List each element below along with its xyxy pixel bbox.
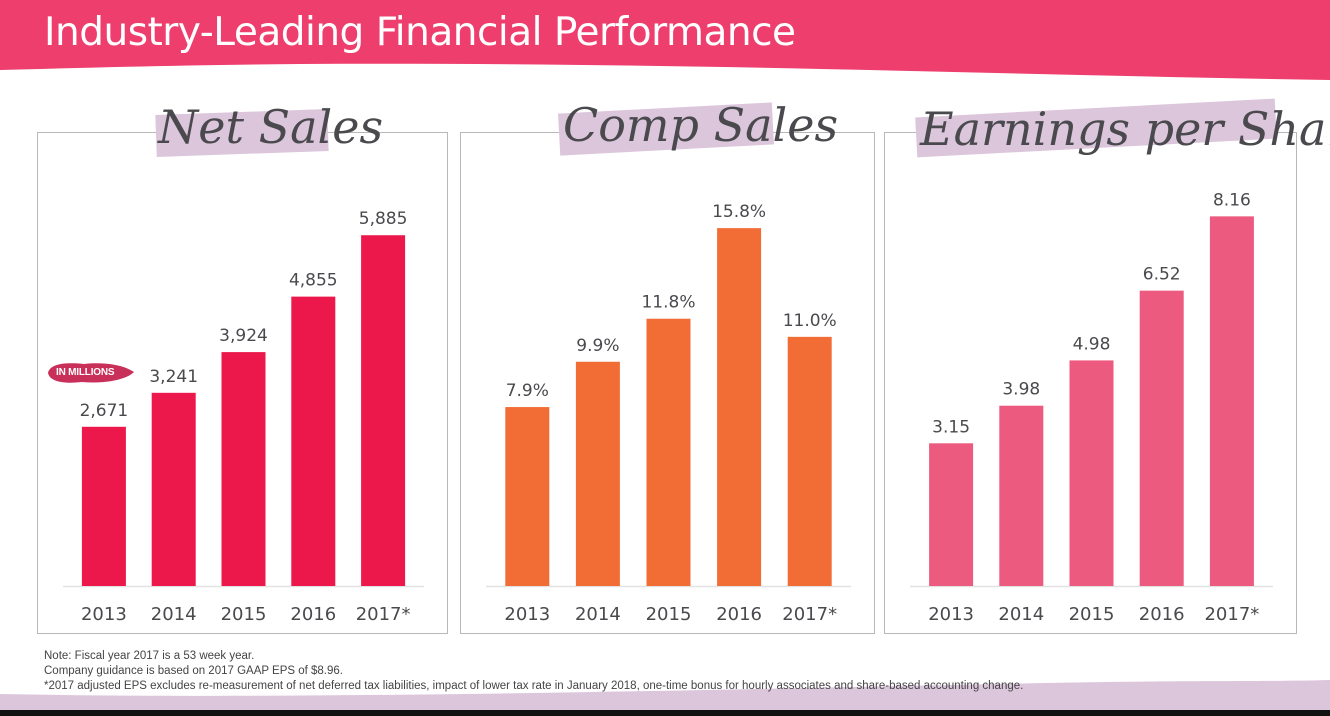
comp-sales-value-label: 15.8%	[712, 202, 766, 222]
comp-sales-bar-2016	[717, 228, 762, 586]
eps-value-label: 4.98	[1073, 334, 1111, 354]
eps-bar-2015	[1069, 360, 1114, 586]
eps-value-label: 3.98	[1002, 380, 1040, 400]
comp-sales-x-tick-label: 2017*	[782, 604, 837, 625]
eps-x-tick-label: 2013	[928, 604, 974, 625]
footnotes: Note: Fiscal year 2017 is a 53 week year…	[44, 649, 1023, 694]
comp-sales-x-tick-label: 2016	[716, 604, 762, 625]
eps-bar-2014	[999, 405, 1044, 586]
comp-sales-bar-2017	[787, 336, 832, 586]
net-sales-value-label: 3,924	[219, 326, 268, 346]
comp-sales-x-tick-label: 2013	[504, 604, 550, 625]
eps-value-label: 6.52	[1143, 265, 1181, 285]
comp-sales-value-label: 11.0%	[783, 311, 837, 331]
comp-sales-x-tick-label: 2015	[646, 604, 692, 625]
eps-bar-2017	[1209, 216, 1254, 586]
eps-x-tick-label: 2017*	[1204, 604, 1259, 625]
comp-sales-value-label: 7.9%	[506, 381, 549, 401]
net-sales-panel: 2,671 2013 3,241 2014 3,924 2015 4,855 2016 5,88…	[37, 132, 448, 634]
comp-sales-title-text: Comp Sales	[563, 98, 839, 152]
eps-panel: 3.15 2013 3.98 2014 4.98 2015 6.52 2016 8.16 2017…	[884, 132, 1297, 634]
eps-bar-2013	[929, 443, 974, 586]
net-sales-x-tick-label: 2013	[81, 604, 127, 625]
comp-sales-chart: 7.9% 2013 9.9% 2014 11.8% 2015 15.8% 2016 11.0% 2…	[486, 202, 851, 625]
in-millions-badge: IN MILLIONS	[44, 360, 136, 386]
net-sales-value-label: 5,885	[359, 209, 408, 229]
eps-title: Earnings per Share	[915, 98, 1330, 158]
eps-x-tick-label: 2015	[1069, 604, 1115, 625]
eps-x-tick-label: 2016	[1139, 604, 1185, 625]
page-title: Industry-Leading Financial Performance	[44, 10, 796, 55]
eps-bar-2016	[1139, 290, 1184, 586]
net-sales-chart: 2,671 2013 3,241 2014 3,924 2015 4,855 2016 5,88…	[63, 209, 424, 625]
net-sales-x-tick-label: 2014	[151, 604, 197, 625]
comp-sales-value-label: 11.8%	[641, 293, 695, 313]
net-sales-x-tick-label: 2015	[221, 604, 267, 625]
footer-wave	[0, 680, 1330, 716]
comp-sales-panel: 7.9% 2013 9.9% 2014 11.8% 2015 15.8% 2016 11.0% 2…	[460, 132, 875, 634]
net-sales-title: Net Sales	[155, 100, 384, 157]
comp-sales-x-tick-label: 2014	[575, 604, 621, 625]
eps-title-text: Earnings per Share	[920, 102, 1330, 156]
bottom-border	[0, 710, 1330, 716]
net-sales-title-text: Net Sales	[158, 100, 384, 154]
net-sales-value-label: 4,855	[289, 271, 338, 291]
header-banner	[0, 0, 1330, 80]
comp-sales-title: Comp Sales	[558, 98, 839, 156]
eps-value-label: 8.16	[1213, 190, 1251, 210]
eps-value-label: 3.15	[932, 417, 970, 437]
footnote-line: Note: Fiscal year 2017 is a 53 week year…	[44, 650, 255, 662]
net-sales-x-tick-label: 2016	[290, 604, 336, 625]
comp-sales-bar-2013	[505, 407, 550, 586]
footnote-line: *2017 adjusted EPS excludes re-measureme…	[44, 680, 1024, 692]
net-sales-value-label: 3,241	[149, 367, 198, 387]
net-sales-bar-2015	[221, 352, 266, 586]
net-sales-bar-2013	[81, 426, 126, 586]
eps-chart: 3.15 2013 3.98 2014 4.98 2015 6.52 2016 8.16 2017…	[910, 190, 1273, 625]
footnote-line: Company guidance is based on 2017 GAAP E…	[44, 665, 343, 677]
in-millions-label: IN MILLIONS	[56, 367, 115, 378]
net-sales-bar-2016	[291, 296, 336, 586]
lipstick-smear-icon	[48, 363, 134, 383]
net-sales-x-tick-label: 2017*	[356, 604, 411, 625]
comp-sales-bar-2014	[575, 361, 620, 586]
net-sales-bar-2014	[151, 392, 196, 586]
net-sales-bar-2017	[361, 235, 406, 586]
comp-sales-value-label: 9.9%	[576, 336, 619, 356]
eps-x-tick-label: 2014	[998, 604, 1044, 625]
net-sales-value-label: 2,671	[80, 401, 129, 421]
comp-sales-bar-2015	[646, 318, 691, 586]
